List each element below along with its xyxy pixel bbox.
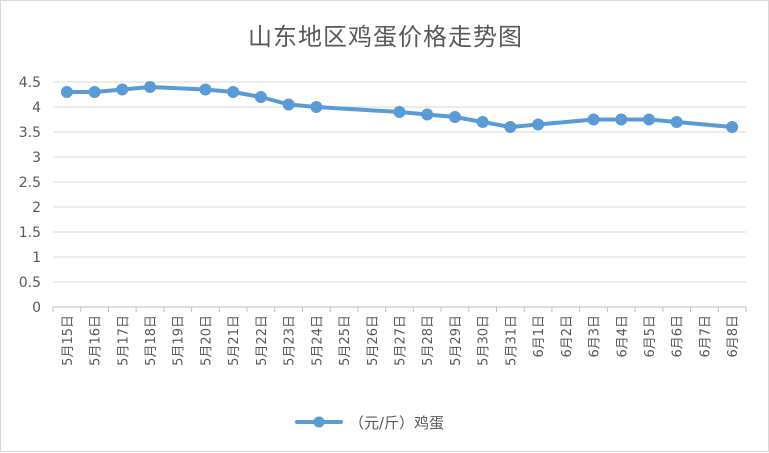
x-tick-label: 5月16日 bbox=[89, 315, 104, 366]
data-point bbox=[532, 118, 545, 131]
data-point bbox=[448, 111, 461, 123]
x-tick-label: 5月30日 bbox=[477, 315, 492, 366]
x-tick-label: 5月22日 bbox=[255, 315, 270, 366]
data-point bbox=[504, 121, 517, 133]
y-tick-label: 1 bbox=[32, 250, 41, 266]
x-tick-label: 6月2日 bbox=[560, 315, 575, 358]
x-tick-label: 5月17日 bbox=[116, 315, 131, 366]
y-tick-label: 0 bbox=[32, 300, 41, 316]
y-tick-label: 3 bbox=[32, 150, 41, 166]
x-tick-label: 5月25日 bbox=[338, 315, 353, 366]
x-tick-label: 6月5日 bbox=[643, 315, 658, 358]
x-tick-label: 5月23日 bbox=[283, 315, 298, 366]
x-tick-label: 6月6日 bbox=[671, 315, 686, 358]
x-tick-label: 5月18日 bbox=[144, 315, 159, 366]
legend-label: （元/斤）鸡蛋 bbox=[349, 414, 444, 432]
x-tick-label: 5月29日 bbox=[449, 315, 464, 366]
data-point bbox=[254, 91, 267, 103]
x-tick-label: 6月3日 bbox=[588, 315, 603, 358]
data-point bbox=[282, 98, 295, 111]
x-tick-label: 5月15日 bbox=[61, 315, 76, 366]
data-point bbox=[670, 116, 683, 128]
x-tick-label: 6月8日 bbox=[726, 315, 741, 358]
y-tick-label: 1.5 bbox=[19, 225, 41, 241]
data-point bbox=[310, 101, 323, 113]
data-point bbox=[116, 83, 129, 96]
y-tick-label: 3.5 bbox=[19, 125, 41, 141]
y-tick-label: 4.5 bbox=[19, 75, 41, 91]
data-point bbox=[476, 116, 489, 128]
data-point bbox=[587, 113, 600, 126]
x-tick-label: 5月21日 bbox=[227, 315, 242, 366]
data-point bbox=[421, 108, 434, 121]
x-tick-label: 5月20日 bbox=[199, 315, 214, 366]
data-point bbox=[88, 86, 101, 98]
x-tick-label: 6月1日 bbox=[532, 315, 547, 358]
x-tick-label: 5月27日 bbox=[394, 315, 409, 366]
data-point bbox=[144, 81, 157, 93]
x-tick-label: 5月31日 bbox=[504, 315, 519, 366]
x-tick-label: 5月26日 bbox=[366, 315, 381, 366]
data-point bbox=[642, 113, 655, 126]
legend-marker bbox=[313, 416, 325, 428]
y-tick-label: 2.5 bbox=[19, 175, 41, 191]
data-point bbox=[60, 86, 73, 98]
data-point bbox=[199, 83, 212, 96]
y-tick-label: 4 bbox=[32, 100, 41, 116]
data-point bbox=[726, 121, 739, 133]
data-point bbox=[393, 106, 406, 118]
chart-title: 山东地区鸡蛋价格走势图 bbox=[248, 23, 523, 51]
x-tick-label: 5月28日 bbox=[421, 315, 436, 366]
y-tick-label: 2 bbox=[32, 200, 41, 216]
x-tick-label: 6月7日 bbox=[698, 315, 713, 358]
y-tick-label: 0.5 bbox=[19, 275, 41, 291]
x-tick-label: 5月24日 bbox=[310, 315, 325, 366]
data-point bbox=[227, 86, 240, 98]
x-tick-label: 6月4日 bbox=[615, 315, 630, 358]
data-point bbox=[615, 113, 628, 126]
x-tick-label: 5月19日 bbox=[172, 315, 187, 366]
